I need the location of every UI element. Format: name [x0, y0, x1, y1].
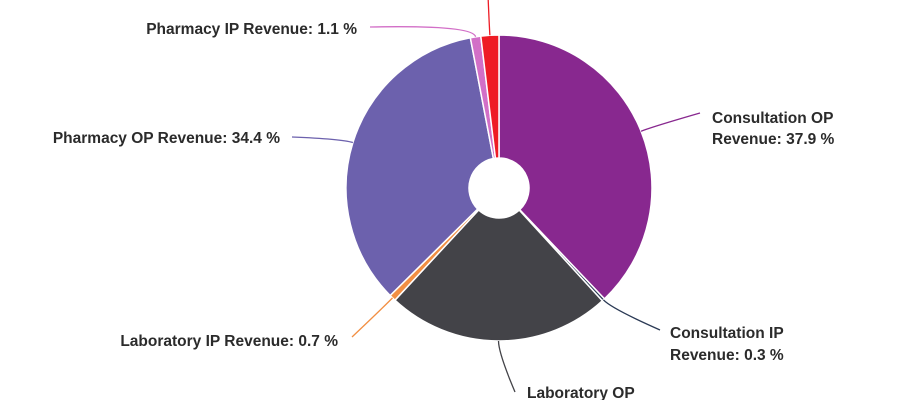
- label-pharmacy-op-revenue-4: Pharmacy OP Revenue: 34.4 %: [53, 130, 280, 147]
- label-consultation-op-revenue-0: Consultation OP Revenue: 37.9 %: [712, 110, 835, 148]
- connector-pharmacy-ip-revenue-5: [369, 26, 477, 38]
- connector-consultation-op-revenue-0: [640, 112, 701, 132]
- slice-laboratory-op-revenue-2[interactable]: [393, 208, 604, 342]
- connector-pharmacy-op-revenue-4: [291, 136, 354, 144]
- label-consultation-ip-revenue-1: Consultation IP Revenue: 0.3 %: [670, 325, 784, 364]
- label-pharmacy-ip-revenue-5: Pharmacy IP Revenue: 1.1 %: [146, 21, 357, 38]
- slice-unlabeled-6[interactable]: [479, 34, 500, 160]
- connector-consultation-ip-revenue-1: [602, 299, 661, 331]
- slices-group: [345, 34, 653, 342]
- slice-consultation-op-revenue-0[interactable]: [498, 34, 653, 300]
- slice-pharmacy-op-revenue-4[interactable]: [345, 36, 495, 297]
- label-laboratory-ip-revenue-3: Laboratory IP Revenue: 0.7 %: [120, 333, 338, 350]
- connector-unlabeled-6: [487, 0, 491, 36]
- connector-laboratory-ip-revenue-3: [351, 297, 393, 338]
- connectors-group: [291, 0, 701, 393]
- labels-group: Consultation OP Revenue: 37.9 % Consultati…: [53, 21, 835, 400]
- label-laboratory-op-revenue-2: Laboratory OP: [527, 385, 635, 400]
- connector-laboratory-op-revenue-2: [497, 340, 516, 393]
